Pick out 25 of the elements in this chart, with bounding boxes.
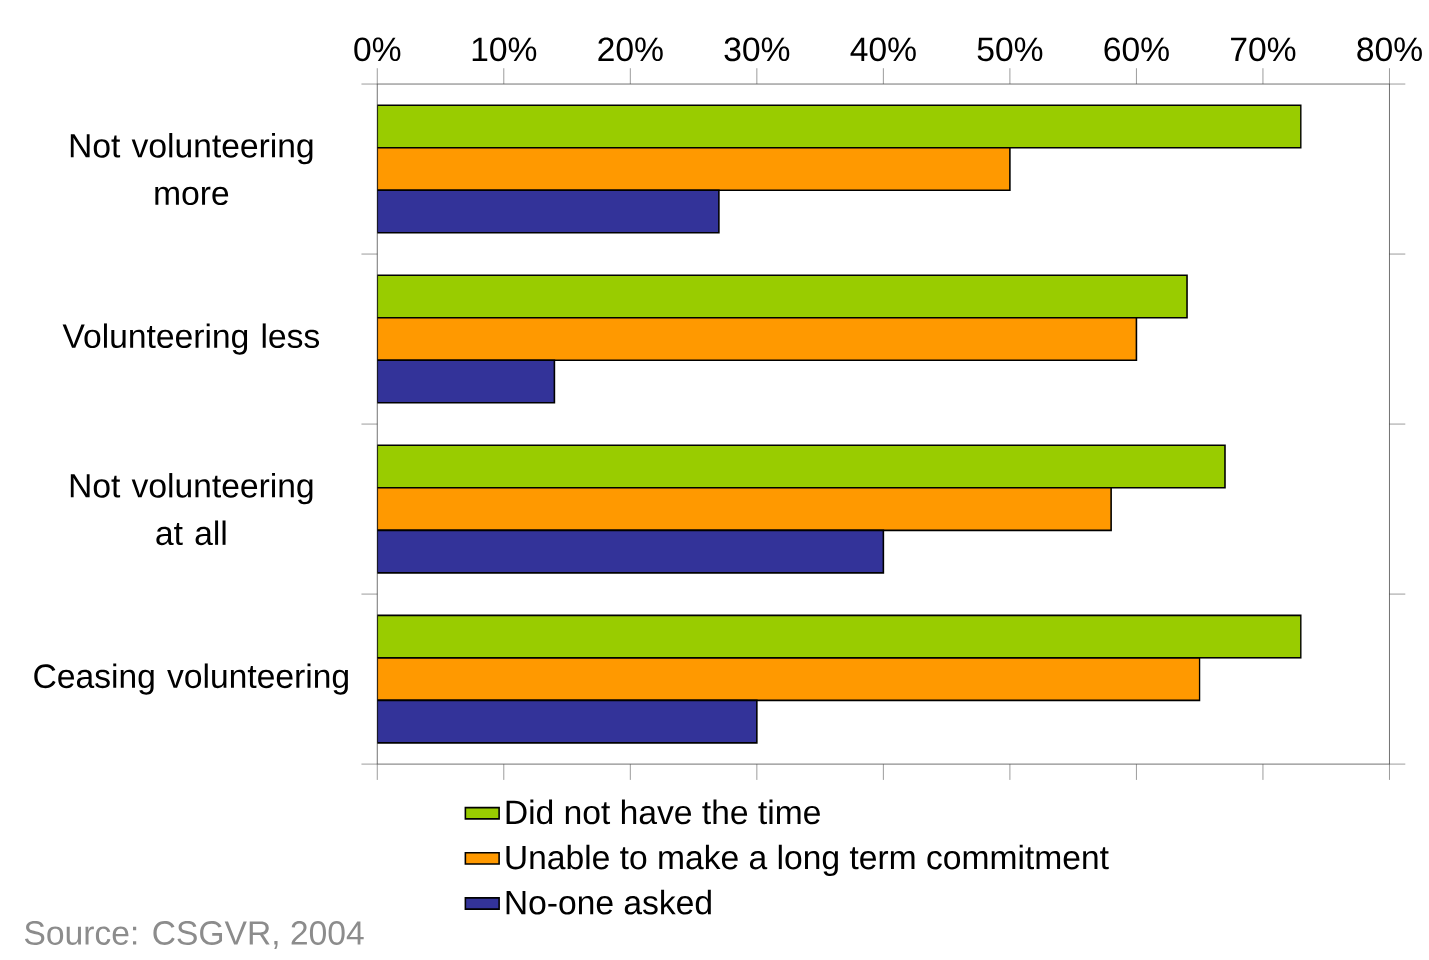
x-tick-label: 40% — [850, 37, 916, 62]
bar — [377, 614, 1302, 659]
x-tick-label: 70% — [1231, 37, 1296, 62]
source-note: Source: CSGVR, 2004 — [24, 921, 364, 949]
legend-label: No-one asked — [506, 889, 711, 915]
legend-label: Unable to make a long term commitment — [506, 844, 1109, 877]
x-tick-label: 20% — [598, 37, 663, 62]
x-tick-label: 0% — [354, 37, 401, 62]
legend-label: Did not have the time — [506, 799, 820, 825]
x-tick-label: 80% — [1357, 37, 1422, 62]
y-tick-label: Not volunteering at all — [70, 473, 313, 546]
y-tick-label: Ceasing volunteering — [34, 663, 348, 695]
bar — [377, 487, 1112, 532]
x-tick-label: 30% — [724, 37, 790, 62]
y-tick-label: Not volunteering more — [70, 133, 313, 206]
x-tick-label: 50% — [977, 37, 1043, 62]
bar — [377, 147, 1011, 192]
bar — [377, 317, 1138, 362]
x-tick-label: 60% — [1104, 37, 1169, 62]
bar — [377, 104, 1302, 149]
bar — [377, 274, 1188, 319]
x-tick-label: 10% — [472, 37, 537, 62]
y-tick-label: Volunteering less — [62, 323, 320, 355]
bar — [377, 444, 1226, 489]
bar — [377, 657, 1201, 702]
